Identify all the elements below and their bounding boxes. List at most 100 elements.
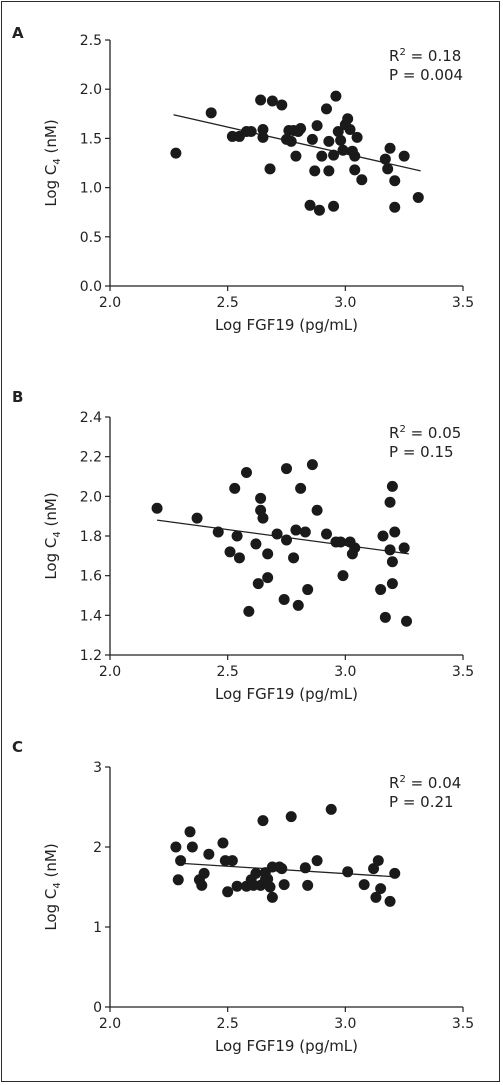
stat-r-label: R bbox=[389, 774, 399, 792]
data-point bbox=[271, 528, 283, 540]
data-point bbox=[398, 150, 410, 162]
stat-r-squared: R2 = 0.05 bbox=[389, 424, 461, 442]
data-point bbox=[321, 528, 333, 540]
data-point bbox=[316, 150, 328, 162]
chart-panel-b: B 1.2 1.4 1.6 1.8 2.0 2.2 2.4 2.0 2.5 3.0 3.5 Log FG… bbox=[12, 388, 474, 703]
data-point bbox=[412, 191, 424, 203]
data-point bbox=[311, 855, 323, 867]
data-point bbox=[170, 147, 182, 159]
x-tick-label: 3.5 bbox=[452, 1016, 474, 1032]
data-point bbox=[257, 124, 269, 136]
data-point bbox=[304, 199, 316, 211]
data-point bbox=[349, 150, 361, 162]
stat-p-value: P = 0.15 bbox=[389, 443, 454, 461]
x-tick-label: 3.0 bbox=[334, 295, 356, 311]
data-point bbox=[231, 880, 243, 892]
y-tick-label: 2.2 bbox=[80, 450, 102, 466]
data-point bbox=[255, 94, 267, 106]
x-tick-label: 2.5 bbox=[217, 1016, 239, 1032]
data-point bbox=[382, 163, 394, 175]
x-axis-label: Log FGF19 (pg/mL) bbox=[215, 1037, 358, 1055]
data-point bbox=[349, 542, 361, 554]
x-tick-label: 2.0 bbox=[99, 295, 121, 311]
data-point bbox=[379, 153, 391, 165]
data-point bbox=[222, 886, 234, 898]
data-point bbox=[335, 536, 347, 548]
data-point bbox=[389, 867, 401, 879]
data-point bbox=[276, 863, 288, 875]
data-point bbox=[337, 570, 349, 582]
data-point bbox=[262, 548, 274, 560]
stat-r-superscript: 2 bbox=[399, 774, 405, 785]
y-axis-label-subscript: 4 bbox=[52, 531, 63, 537]
data-point bbox=[257, 512, 269, 524]
y-axis-label: Log C4 (nM) bbox=[42, 492, 63, 579]
y-tick-label: 2.4 bbox=[80, 410, 102, 426]
y-tick-label: 0 bbox=[93, 1000, 102, 1016]
y-tick-label: 0.5 bbox=[80, 230, 102, 246]
data-point bbox=[356, 174, 368, 186]
data-point bbox=[257, 815, 269, 827]
data-point bbox=[255, 492, 267, 504]
y-tick-label: 2.0 bbox=[80, 489, 102, 505]
y-axis-label-main: Log C bbox=[42, 889, 60, 931]
stat-r-value: = 0.18 bbox=[406, 47, 462, 65]
data-point bbox=[186, 841, 198, 853]
data-point bbox=[328, 200, 340, 212]
stat-p-value: P = 0.21 bbox=[389, 793, 454, 811]
data-point bbox=[379, 611, 391, 623]
data-point bbox=[389, 526, 401, 538]
x-tick-label: 3.0 bbox=[334, 1016, 356, 1032]
y-tick-label: 1.8 bbox=[80, 529, 102, 545]
data-point bbox=[306, 459, 318, 471]
stat-r-label: R bbox=[389, 424, 399, 442]
panel-label: C bbox=[12, 738, 23, 756]
y-tick-label: 1.6 bbox=[80, 569, 102, 585]
stat-r-superscript: 2 bbox=[399, 47, 405, 58]
data-point bbox=[325, 803, 337, 815]
data-point bbox=[264, 881, 276, 893]
data-point bbox=[151, 502, 163, 514]
y-tick-label: 1.5 bbox=[80, 131, 102, 147]
data-point bbox=[384, 142, 396, 154]
data-point bbox=[313, 204, 325, 216]
y-axis-label-main: Log C bbox=[42, 165, 60, 207]
y-tick-label: 1.4 bbox=[80, 608, 102, 624]
x-tick-label: 3.5 bbox=[452, 295, 474, 311]
data-point bbox=[276, 99, 288, 111]
data-point bbox=[299, 526, 311, 538]
data-point bbox=[342, 866, 354, 878]
data-point bbox=[386, 556, 398, 568]
data-point bbox=[285, 135, 297, 147]
data-point bbox=[302, 879, 314, 891]
y-tick-label: 2 bbox=[93, 840, 102, 856]
data-point bbox=[229, 482, 241, 494]
data-point bbox=[389, 175, 401, 187]
stat-r-squared: R2 = 0.04 bbox=[389, 774, 461, 792]
x-axis-label: Log FGF19 (pg/mL) bbox=[215, 685, 358, 703]
y-tick-label: 3 bbox=[93, 760, 102, 776]
data-point bbox=[292, 599, 304, 611]
data-point bbox=[311, 504, 323, 516]
data-point bbox=[328, 149, 340, 161]
data-point bbox=[264, 163, 276, 175]
data-point bbox=[372, 855, 384, 867]
data-point bbox=[281, 534, 292, 546]
data-point bbox=[375, 584, 387, 596]
data-point bbox=[384, 895, 396, 907]
data-point bbox=[386, 578, 398, 590]
y-tick-label: 2.5 bbox=[80, 33, 102, 49]
x-tick-label: 2.0 bbox=[99, 1016, 121, 1032]
data-point bbox=[281, 463, 292, 475]
y-axis-label-main: Log C bbox=[42, 538, 60, 580]
data-point bbox=[344, 124, 356, 136]
stat-r-label: R bbox=[389, 47, 399, 65]
data-point bbox=[224, 546, 236, 558]
data-point bbox=[337, 144, 349, 156]
data-point bbox=[196, 879, 208, 891]
data-point bbox=[198, 867, 210, 879]
y-axis-label: Log C4 (nM) bbox=[42, 843, 63, 930]
stat-r-squared: R2 = 0.18 bbox=[389, 47, 461, 65]
data-point bbox=[250, 538, 262, 550]
